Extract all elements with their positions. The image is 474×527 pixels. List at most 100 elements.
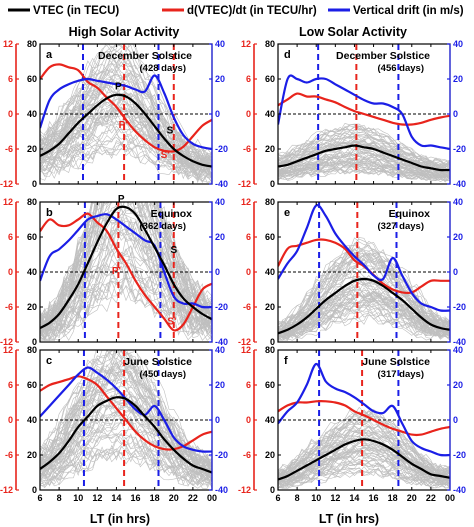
background-curve xyxy=(278,429,450,480)
vtec-tick-label: 80 xyxy=(27,197,37,207)
drift-tick-label: -40 xyxy=(215,179,228,189)
background-curve xyxy=(40,350,212,473)
background-curve xyxy=(278,429,450,480)
drift-tick-label: 20 xyxy=(453,232,463,242)
background-curve xyxy=(40,202,212,327)
x-tick-label: 10 xyxy=(73,493,83,503)
vtec-tick-label: 40 xyxy=(265,267,275,277)
x-tick-label: 20 xyxy=(169,493,179,503)
background-curve xyxy=(40,128,212,181)
drift-tick-label: 20 xyxy=(215,380,225,390)
drift-tick-label: 0 xyxy=(453,267,458,277)
background-curve xyxy=(278,123,450,165)
vtec-tick-label: 20 xyxy=(27,302,37,312)
background-curve xyxy=(40,93,212,171)
background-daily-curves xyxy=(278,123,450,183)
background-curve xyxy=(40,202,212,328)
background-curve xyxy=(278,158,450,178)
series-vtec-line xyxy=(278,277,450,335)
drift-tick-label: -40 xyxy=(453,485,466,495)
x-tick-label: 14 xyxy=(111,493,121,503)
rate-tick-label: -12 xyxy=(238,485,251,495)
vtec-tick-label: 80 xyxy=(265,197,275,207)
background-curve xyxy=(278,450,450,486)
marker-Sprime: S' xyxy=(167,317,176,328)
vtec-tick-label: 0 xyxy=(32,179,37,189)
legend-label-1: d(VTEC)/dt (in TECU/hr) xyxy=(187,5,317,17)
background-curve xyxy=(278,457,450,487)
background-curve xyxy=(278,252,450,328)
x-tick-label: 10 xyxy=(311,493,321,503)
x-tick-label: 22 xyxy=(426,493,436,503)
background-curve xyxy=(40,359,212,471)
background-curve xyxy=(278,149,450,175)
background-curve xyxy=(40,350,212,468)
panel-letter: e xyxy=(284,207,290,219)
x-tick-label: 8 xyxy=(295,493,300,503)
series-vtec-line xyxy=(278,144,450,172)
series-vtec-line xyxy=(40,93,212,168)
x-tick-label: 16 xyxy=(131,493,141,503)
rate-tick-label: 0 xyxy=(246,267,251,277)
drift-tick-label: -20 xyxy=(453,450,466,460)
days-label: (317 days) xyxy=(378,369,424,380)
vtec-tick-label: 60 xyxy=(27,380,37,390)
vtec-tick-label: 20 xyxy=(27,144,37,154)
rate-tick-label: 6 xyxy=(246,74,251,84)
vtec-tick-label: 60 xyxy=(265,380,275,390)
background-curve xyxy=(278,157,450,178)
series-rate-line xyxy=(278,400,450,437)
drift-tick-label: -20 xyxy=(453,302,466,312)
rate-tick-label: -12 xyxy=(0,179,13,189)
background-curve xyxy=(278,132,450,169)
marker-P: P xyxy=(118,194,125,205)
background-curve xyxy=(40,450,212,489)
panel-d: 0 20 40 60 80 -12 -6 0 6 12 -40 -20 0 20 40 d December S… xyxy=(238,39,466,189)
background-curve xyxy=(278,414,450,478)
background-curve xyxy=(40,106,212,177)
marker-S: S xyxy=(170,245,177,256)
vtec-tick-label: 40 xyxy=(27,415,37,425)
background-curve xyxy=(40,202,212,322)
series-rate-line xyxy=(278,92,450,126)
background-curve xyxy=(40,395,212,478)
panel-e: 0 20 40 60 80 -12 -6 0 6 12 -40 -20 0 20 40 e Equinox(32… xyxy=(238,197,466,347)
x-tick-label: 20 xyxy=(407,493,417,503)
background-curve xyxy=(278,165,450,181)
background-curve xyxy=(278,253,450,331)
rate-tick-label: 0 xyxy=(246,109,251,119)
background-curve xyxy=(40,368,212,467)
days-label: (428 days) xyxy=(140,63,186,74)
legend-label-0: VTEC (in TECU) xyxy=(33,5,119,17)
x-tick-label: 12 xyxy=(92,493,102,503)
background-curve xyxy=(40,273,212,342)
background-curve xyxy=(40,97,212,177)
rate-tick-label: 6 xyxy=(8,380,13,390)
rate-tick-label: -12 xyxy=(238,179,251,189)
drift-tick-label: 40 xyxy=(215,197,225,207)
background-curve xyxy=(278,303,450,339)
panel-plot-area xyxy=(278,202,450,342)
rate-tick-label: 0 xyxy=(8,267,13,277)
season-label: December Solstice xyxy=(336,50,430,62)
marker-P: P xyxy=(115,82,122,93)
background-curve xyxy=(40,202,212,324)
series-vtec-line xyxy=(40,396,212,474)
background-curve xyxy=(278,128,450,168)
vtec-tick-label: 80 xyxy=(265,39,275,49)
drift-tick-label: -40 xyxy=(215,337,228,347)
background-curve xyxy=(40,209,212,334)
x-tick-label: 22 xyxy=(188,493,198,503)
season-label: June Solstice xyxy=(124,356,192,368)
background-curve xyxy=(40,202,212,331)
drift-tick-label: 20 xyxy=(215,74,225,84)
panel-plot-area xyxy=(40,202,212,342)
series-rate-line xyxy=(40,212,212,332)
vtec-tick-label: 60 xyxy=(27,74,37,84)
panel-plot-area xyxy=(40,44,212,184)
background-curve xyxy=(40,143,212,182)
rate-tick-label: 6 xyxy=(8,232,13,242)
x-tick-label: 16 xyxy=(369,493,379,503)
drift-tick-label: 0 xyxy=(215,109,220,119)
drift-tick-label: 40 xyxy=(215,39,225,49)
